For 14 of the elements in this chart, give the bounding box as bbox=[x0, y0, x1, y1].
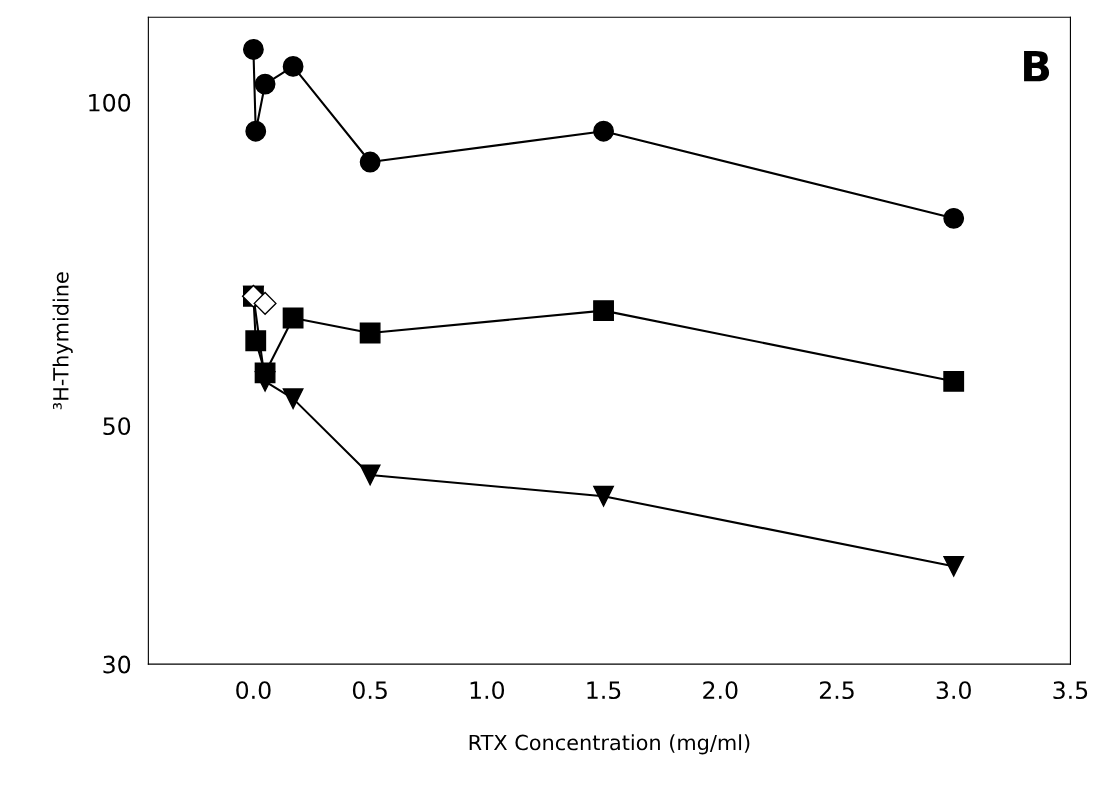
x-tick-label: 2.0 bbox=[703, 681, 738, 700]
y-axis-title: ³H-Thymidine bbox=[52, 272, 73, 410]
annotation: B bbox=[1024, 50, 1050, 82]
y-tick-label: 30 bbox=[103, 655, 131, 674]
y-tick-label: 100 bbox=[89, 93, 131, 112]
x-tick-label: 0.0 bbox=[236, 681, 271, 700]
y-tick-label: 50 bbox=[103, 417, 131, 436]
x-tick-label: 2.5 bbox=[819, 681, 854, 700]
x-tick-label: 1.0 bbox=[470, 681, 505, 700]
x-tick-label: 3.0 bbox=[936, 681, 971, 700]
x-tick-label: 3.5 bbox=[1053, 681, 1088, 700]
x-tick-label: 0.5 bbox=[352, 681, 387, 700]
x-axis-title: RTX Concentration (mg/ml) bbox=[469, 734, 750, 755]
x-tick-label: 1.5 bbox=[587, 681, 621, 700]
